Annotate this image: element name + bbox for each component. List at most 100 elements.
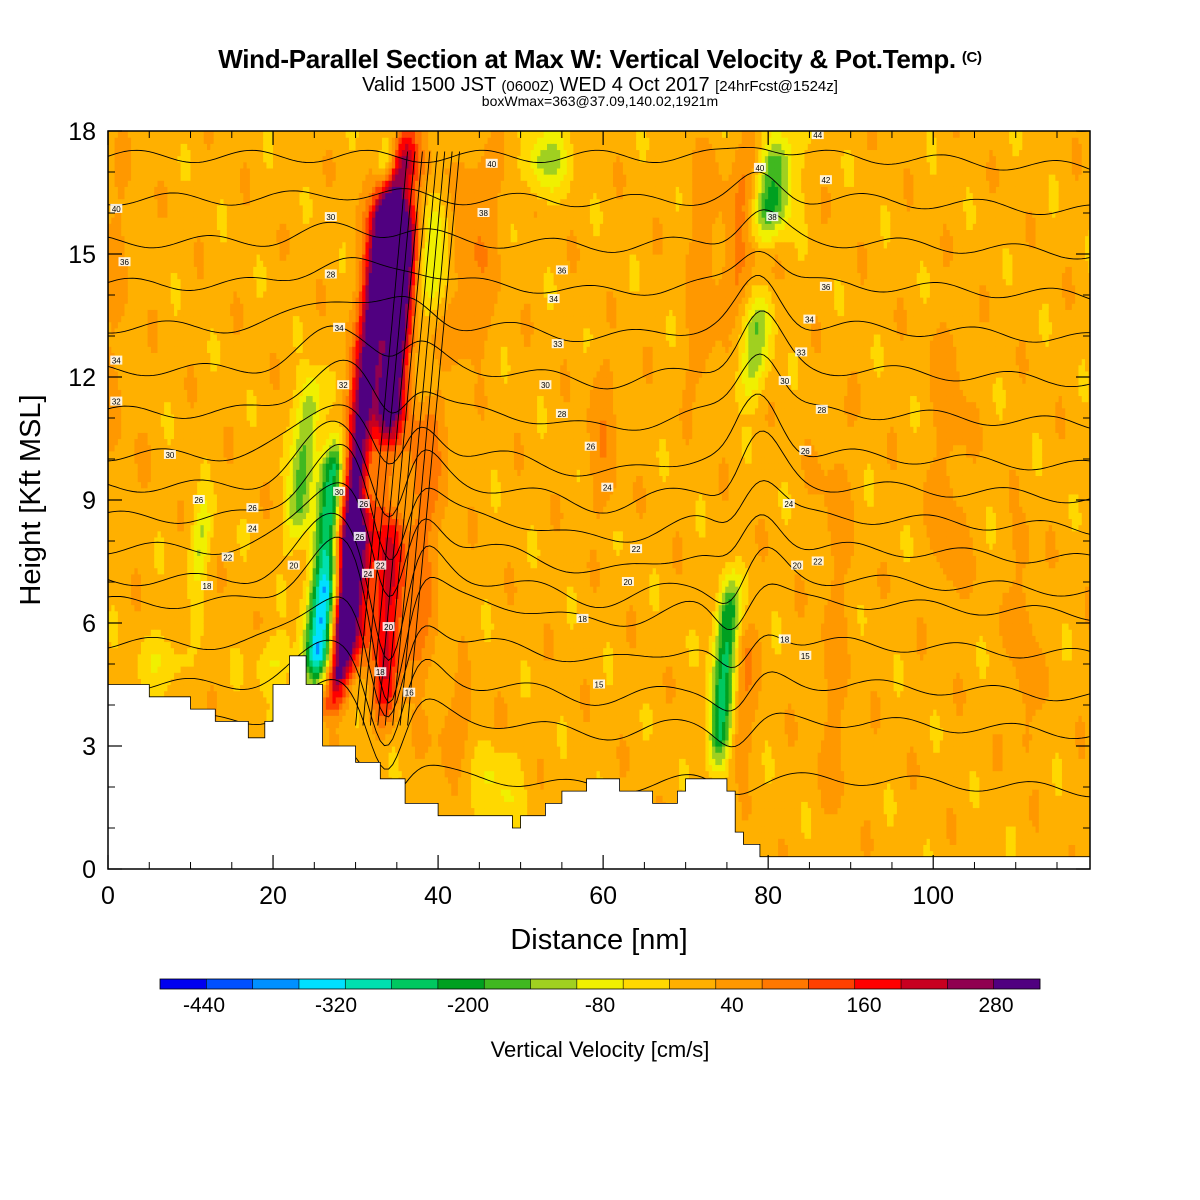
w-cell [147, 377, 152, 384]
w-cell [193, 395, 198, 403]
w-cell [134, 377, 139, 384]
w-cell [167, 143, 172, 151]
w-cell [147, 352, 152, 360]
w-cell [131, 131, 136, 138]
w-cell [190, 573, 195, 581]
w-cell [137, 254, 142, 261]
w-cell [134, 235, 139, 243]
w-cell [190, 389, 195, 397]
w-cell [144, 493, 149, 501]
w-cell [121, 598, 126, 606]
w-cell [170, 143, 175, 151]
w-cell [180, 254, 185, 261]
w-cell [117, 475, 122, 483]
w-cell [144, 167, 149, 175]
w-cell [108, 358, 112, 366]
w-cell [193, 241, 198, 249]
w-cell [197, 297, 202, 304]
w-cell [111, 321, 116, 329]
w-cell [108, 266, 112, 274]
w-cell [160, 278, 165, 286]
w-cell [114, 370, 119, 378]
w-cell [124, 432, 129, 440]
w-cell [150, 420, 155, 427]
w-cell [121, 407, 126, 415]
w-cell [150, 346, 155, 353]
w-cell [170, 377, 175, 384]
w-cell [111, 315, 116, 323]
w-cell [121, 659, 126, 667]
w-cell [167, 309, 172, 317]
w-cell [131, 500, 136, 507]
w-cell [150, 598, 155, 606]
w-cell [144, 241, 149, 249]
w-cell [108, 610, 112, 618]
w-cell [183, 321, 188, 329]
w-cell [177, 155, 182, 163]
w-cell [124, 666, 129, 673]
w-cell [121, 573, 126, 581]
w-cell [147, 210, 152, 218]
w-cell [187, 204, 192, 212]
w-cell [137, 413, 142, 421]
w-cell [183, 290, 188, 298]
w-cell [190, 143, 195, 151]
w-cell [134, 180, 139, 187]
w-cell [197, 684, 202, 692]
w-cell [193, 204, 198, 212]
w-cell [180, 487, 185, 495]
w-cell [134, 456, 139, 464]
w-cell [187, 487, 192, 495]
w-cell [180, 370, 185, 378]
w-cell [137, 383, 142, 390]
w-cell [137, 659, 142, 667]
w-cell [183, 143, 188, 151]
w-cell [167, 555, 172, 563]
w-cell [150, 364, 155, 372]
w-cell [114, 616, 119, 624]
w-cell [121, 444, 126, 452]
w-cell [193, 506, 198, 513]
w-cell [114, 518, 119, 526]
w-cell [167, 586, 172, 593]
w-cell [144, 456, 149, 464]
w-cell [177, 530, 182, 538]
w-cell [124, 198, 129, 206]
w-cell [160, 186, 165, 194]
w-cell [193, 137, 198, 144]
w-cell [117, 647, 122, 655]
w-cell [150, 561, 155, 569]
w-cell [167, 229, 172, 237]
w-cell [167, 493, 172, 501]
w-cell [167, 543, 172, 550]
w-cell [180, 204, 185, 212]
w-cell [127, 573, 132, 581]
w-cell [137, 401, 142, 409]
w-cell [170, 426, 175, 433]
w-cell [137, 555, 142, 563]
w-cell [174, 610, 178, 618]
w-cell [154, 493, 159, 501]
w-cell [177, 500, 182, 507]
w-cell [144, 629, 149, 636]
w-cell [150, 297, 155, 304]
w-cell [154, 395, 159, 403]
w-cell [160, 536, 165, 544]
w-cell [164, 174, 169, 181]
w-cell [121, 340, 126, 347]
w-cell [117, 217, 122, 224]
w-cell [177, 666, 182, 673]
w-cell [160, 561, 165, 569]
w-cell [147, 450, 152, 458]
w-cell [121, 383, 126, 390]
w-cell [164, 586, 169, 593]
w-cell [124, 174, 129, 181]
w-cell [127, 174, 132, 181]
w-cell [197, 161, 202, 169]
w-cell [197, 204, 202, 212]
w-cell [197, 573, 202, 581]
w-cell [150, 260, 155, 267]
w-cell [150, 413, 155, 421]
w-cell [117, 500, 122, 507]
w-cell [127, 180, 132, 187]
